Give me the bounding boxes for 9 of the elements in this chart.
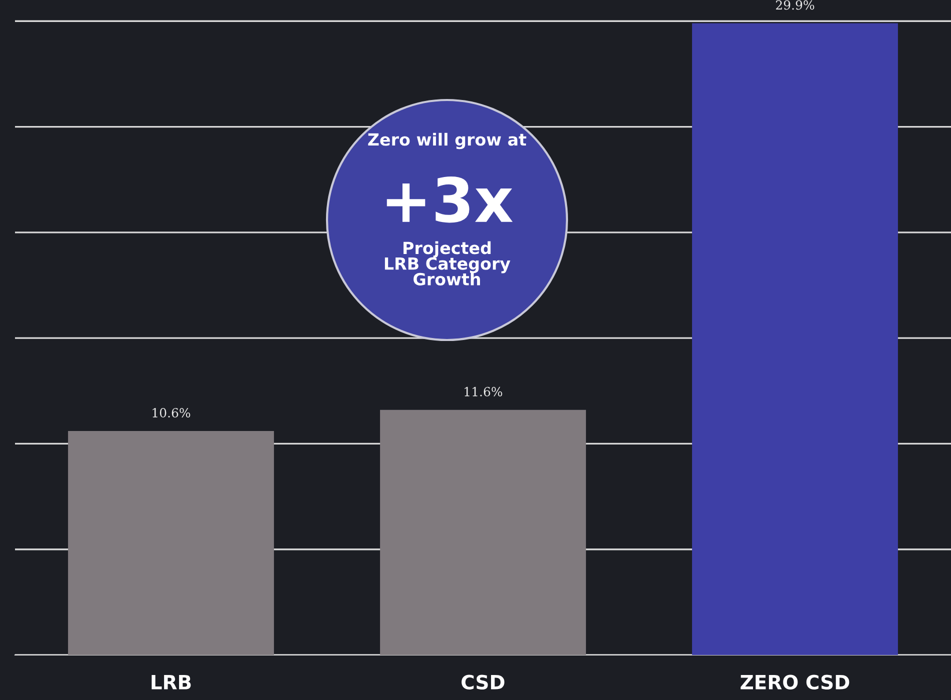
annotation: Projected LRB Category Growth [384, 241, 510, 286]
annotation: Zero will grow at [368, 132, 526, 150]
data-label: 11.6% [464, 386, 502, 396]
x-tick-label: CSD [462, 674, 504, 690]
data-label: 29.9% [776, 0, 814, 10]
x-tick-label: LRB [152, 675, 191, 690]
annotation: +3x [386, 176, 513, 223]
x-tick-label: ZERO CSD [740, 674, 850, 690]
data-label: 10.6% [152, 408, 190, 418]
